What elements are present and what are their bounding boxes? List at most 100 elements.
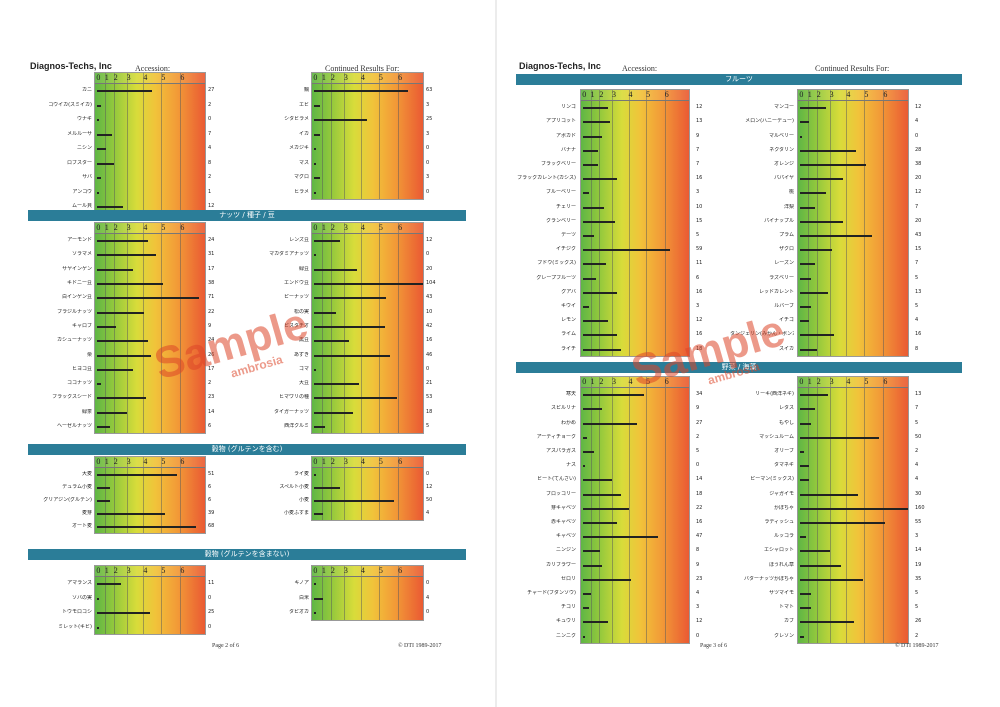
result-bar (97, 583, 121, 586)
result-bar (800, 277, 811, 280)
scale-gridline (398, 566, 400, 620)
scale-tick-label: 6 (398, 457, 403, 466)
scale-tick-label: 3 (829, 90, 834, 99)
result-bar (314, 411, 353, 414)
food-label: もやし (778, 419, 794, 426)
food-label: レンズ豆 (289, 237, 309, 244)
scale-gridline (180, 566, 182, 634)
food-label: リーキ(西洋ネギ) (755, 391, 794, 398)
scale-gridline (143, 73, 145, 214)
scale-tick-label: 2 (816, 90, 821, 99)
scale-tick-label: 3 (126, 566, 131, 575)
result-bar (583, 450, 594, 453)
scale-tick-label: 2 (330, 457, 335, 466)
result-bar (97, 268, 134, 271)
result-bar (583, 107, 609, 110)
food-label: ラズベリー (769, 274, 794, 281)
result-value: 0 (208, 623, 212, 630)
scale-gridline (126, 73, 128, 214)
scale-tick-label: 3 (343, 223, 348, 232)
result-value: 26 (208, 351, 215, 358)
result-value: 55 (915, 518, 922, 525)
result-bar (800, 291, 828, 294)
scale-tick-label: 2 (113, 457, 118, 466)
result-bar (583, 521, 617, 524)
food-label: タマネギ (773, 462, 794, 469)
result-value: 71 (208, 294, 215, 301)
report-page-3: Diagnos-Techs, Inc Accession: Continued Re… (497, 0, 1000, 707)
result-bar (97, 354, 151, 357)
food-label: ジャガイモ (769, 490, 794, 497)
food-label: エビ (298, 101, 309, 108)
result-bar (97, 486, 110, 489)
result-bar (800, 135, 802, 138)
result-value: 5 (426, 423, 430, 430)
result-bar (314, 513, 323, 516)
food-label: ヘーゼルナッツ (56, 423, 92, 430)
food-label: レタス (778, 405, 794, 412)
result-bar (583, 135, 602, 138)
result-value: 51 (208, 470, 215, 477)
result-bar (97, 500, 110, 502)
food-label: カリフラワー (545, 561, 576, 568)
result-value: 2 (696, 433, 700, 440)
result-value: 16 (696, 331, 703, 338)
result-bar (800, 320, 809, 323)
scale-gridline (398, 223, 400, 433)
result-bar (97, 311, 145, 314)
result-bar (583, 348, 621, 351)
company-name: Diagnos-Techs, Inc (519, 61, 601, 71)
result-value: 21 (426, 380, 433, 387)
result-value: 2 (915, 632, 919, 639)
food-label: ミレット(キビ) (58, 623, 92, 630)
result-bar (583, 536, 658, 539)
scale-tick-label: 3 (126, 73, 131, 82)
result-bar (583, 621, 609, 624)
scale-tick-label: 1 (590, 377, 595, 386)
scale-tick-label: 5 (378, 566, 383, 575)
food-label: パパイヤ (774, 175, 794, 182)
food-label: カニ (81, 87, 92, 94)
food-label: サツマイモ (768, 589, 794, 596)
result-bar (97, 133, 112, 136)
food-label: グリアジン(グルテン) (43, 497, 92, 503)
result-value: 0 (426, 580, 430, 587)
result-value: 0 (208, 116, 212, 123)
scale-tick-label: 0 (313, 566, 318, 575)
result-value: 104 (426, 280, 436, 287)
scale-tick-label: 2 (113, 223, 118, 232)
scale-gridline (180, 223, 182, 433)
scale-tick-label: 3 (612, 90, 616, 99)
scale-tick-label: 5 (378, 223, 383, 232)
result-bar (583, 220, 615, 223)
result-value: 25 (208, 609, 215, 616)
result-bar (583, 578, 632, 581)
result-bar (583, 592, 592, 595)
scale-tick-label: 5 (646, 90, 651, 99)
result-bar (583, 334, 617, 337)
food-label: 洋梨 (783, 203, 794, 210)
scale-tick-label: 6 (883, 90, 888, 99)
food-label: ヒラメ (294, 188, 309, 195)
result-bar (800, 305, 811, 308)
scale-tick-label: 6 (398, 566, 403, 575)
scale-gridline (113, 566, 115, 634)
scale-tick-label: 0 (799, 377, 804, 386)
result-value: 5 (696, 447, 700, 454)
scale-tick-label: 2 (330, 223, 335, 232)
food-label: オリーブ (774, 447, 794, 454)
food-label: マンゴー (773, 104, 794, 111)
scale-tick-label: 6 (180, 223, 185, 232)
report-page-2: Diagnos-Techs, Inc Accession: Continued Re… (0, 0, 495, 707)
food-label: イカ (298, 130, 309, 137)
scale-tick-label: 5 (378, 457, 383, 466)
result-value: 23 (208, 394, 215, 401)
scale-tick-label: 6 (398, 73, 403, 82)
result-value: 4 (915, 462, 919, 469)
scale-tick-label: 5 (161, 223, 166, 232)
result-value: 7 (696, 160, 700, 167)
